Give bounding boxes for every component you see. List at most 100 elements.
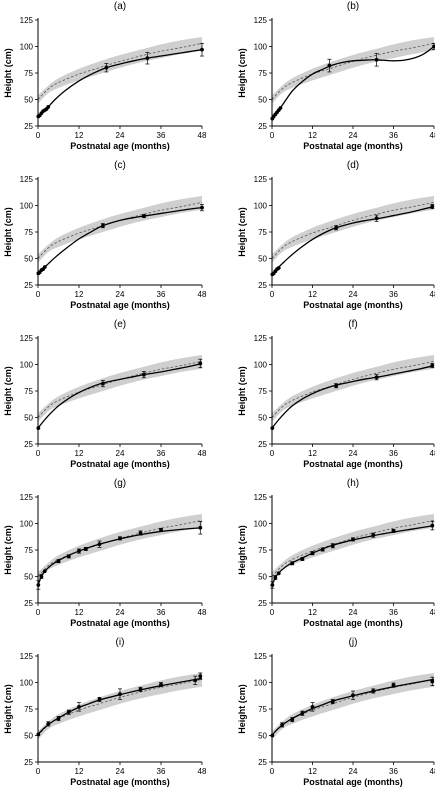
x-tick-label: 48	[430, 290, 435, 299]
y-tick-label: 25	[24, 599, 33, 608]
x-tick-label: 48	[430, 131, 435, 140]
x-tick-label: 0	[270, 290, 275, 299]
data-point	[374, 216, 379, 221]
panel-j: (j) 25 50 75 100 125 0 12 24 36 48 Postnatal age (m…	[237, 637, 435, 787]
x-tick-label: 12	[75, 608, 84, 617]
x-tick-label: 0	[270, 608, 275, 617]
panel-label: (e)	[114, 319, 126, 330]
y-tick-label: 125	[20, 334, 34, 343]
x-tick-label: 0	[36, 767, 41, 776]
data-point	[159, 682, 163, 687]
data-point	[77, 704, 81, 709]
data-point	[327, 63, 332, 68]
x-tick-label: 36	[389, 449, 398, 458]
x-tick-label: 24	[349, 290, 358, 299]
x-tick-label: 36	[389, 608, 398, 617]
x-axis-title: Postnatal age (months)	[303, 141, 403, 151]
y-axis-title: Height (cm)	[3, 207, 13, 257]
y-tick-label: 50	[258, 732, 267, 741]
data-point	[374, 375, 379, 380]
y-tick-label: 75	[258, 705, 267, 714]
y-tick-label: 50	[24, 96, 33, 105]
y-tick-label: 50	[24, 414, 33, 423]
y-tick-label: 100	[254, 43, 268, 52]
y-tick-label: 50	[258, 96, 267, 105]
reference-median-line	[37, 360, 203, 418]
data-point	[145, 56, 150, 61]
panel-g: (g) 25 50 75 100 125 0 12 24 36 48 Postnatal age (m…	[3, 478, 207, 628]
panel-label: (g)	[114, 478, 126, 489]
x-tick-label: 24	[349, 131, 358, 140]
data-point	[198, 525, 203, 530]
data-point	[46, 721, 51, 726]
x-tick-label: 36	[157, 767, 166, 776]
data-point	[300, 711, 305, 716]
x-tick-label: 36	[389, 290, 398, 299]
data-point	[430, 204, 435, 209]
x-axis-title: Postnatal age (months)	[303, 777, 403, 787]
y-tick-label: 100	[254, 361, 268, 370]
x-axis-title: Postnatal age (months)	[303, 618, 403, 628]
data-point	[56, 716, 61, 721]
x-tick-label: 24	[116, 767, 125, 776]
x-tick-label: 12	[75, 131, 84, 140]
x-axis-title: Postnatal age (months)	[303, 300, 403, 310]
panel-d: (d) 25 50 75 100 125 0 12 24 36 48 Postnatal age (m…	[237, 160, 435, 310]
x-tick-label: 12	[308, 131, 317, 140]
data-point	[330, 543, 335, 548]
y-tick-label: 75	[258, 387, 267, 396]
data-point	[200, 47, 204, 52]
x-axis-title: Postnatal age (months)	[303, 459, 403, 469]
reference-band	[272, 195, 434, 263]
data-point	[198, 361, 203, 366]
x-tick-label: 48	[430, 449, 435, 458]
data-point	[430, 363, 435, 368]
data-point	[432, 44, 435, 49]
y-tick-label: 75	[258, 228, 267, 237]
x-tick-label: 0	[36, 131, 41, 140]
data-point	[193, 678, 198, 683]
panel-label: (f)	[348, 319, 357, 330]
panel-e: (e) 25 50 75 100 125 0 12 24 36 48 Postnatal age (m…	[3, 319, 207, 469]
y-axis-title: Height (cm)	[3, 684, 13, 734]
x-tick-label: 12	[308, 608, 317, 617]
panel-label: (h)	[347, 478, 359, 489]
panel-label: (d)	[347, 160, 359, 171]
x-axis-title: Postnatal age (months)	[70, 777, 170, 787]
data-point	[200, 205, 204, 210]
x-tick-label: 12	[308, 767, 317, 776]
data-point	[142, 214, 146, 219]
y-axis-title: Height (cm)	[3, 366, 13, 416]
data-point	[276, 571, 281, 576]
data-point	[198, 674, 203, 679]
y-tick-label: 50	[258, 255, 267, 264]
data-point	[83, 547, 88, 551]
y-tick-label: 125	[20, 175, 34, 184]
reference-band	[38, 195, 202, 263]
panel-label: (j)	[349, 637, 358, 648]
reference-median-line	[271, 201, 435, 259]
y-tick-label: 25	[258, 758, 267, 767]
y-tick-label: 50	[24, 255, 33, 264]
y-axis-title: Height (cm)	[237, 207, 247, 257]
x-tick-label: 48	[198, 131, 207, 140]
x-tick-label: 24	[116, 449, 125, 458]
fit-line	[271, 205, 435, 275]
data-point	[46, 105, 51, 109]
reference-band	[38, 36, 202, 104]
panel-i: (i) 25 50 75 100 125 0 12 24 36 48 Postnatal age (m…	[3, 637, 207, 787]
x-tick-label: 48	[198, 608, 207, 617]
x-tick-label: 36	[389, 767, 398, 776]
data-point	[66, 554, 71, 559]
panel-b: (b) 25 50 75 100 125 0 12 24 36 48 Postnatal age (m…	[237, 1, 435, 151]
y-tick-label: 125	[20, 493, 34, 502]
data-point	[391, 683, 396, 688]
reference-median-line	[271, 42, 435, 100]
y-tick-label: 100	[20, 202, 34, 211]
y-tick-label: 100	[254, 520, 268, 529]
x-tick-label: 0	[36, 608, 41, 617]
reference-band	[272, 36, 434, 104]
x-tick-label: 48	[198, 767, 207, 776]
data-point	[138, 531, 143, 535]
data-point	[104, 65, 109, 70]
